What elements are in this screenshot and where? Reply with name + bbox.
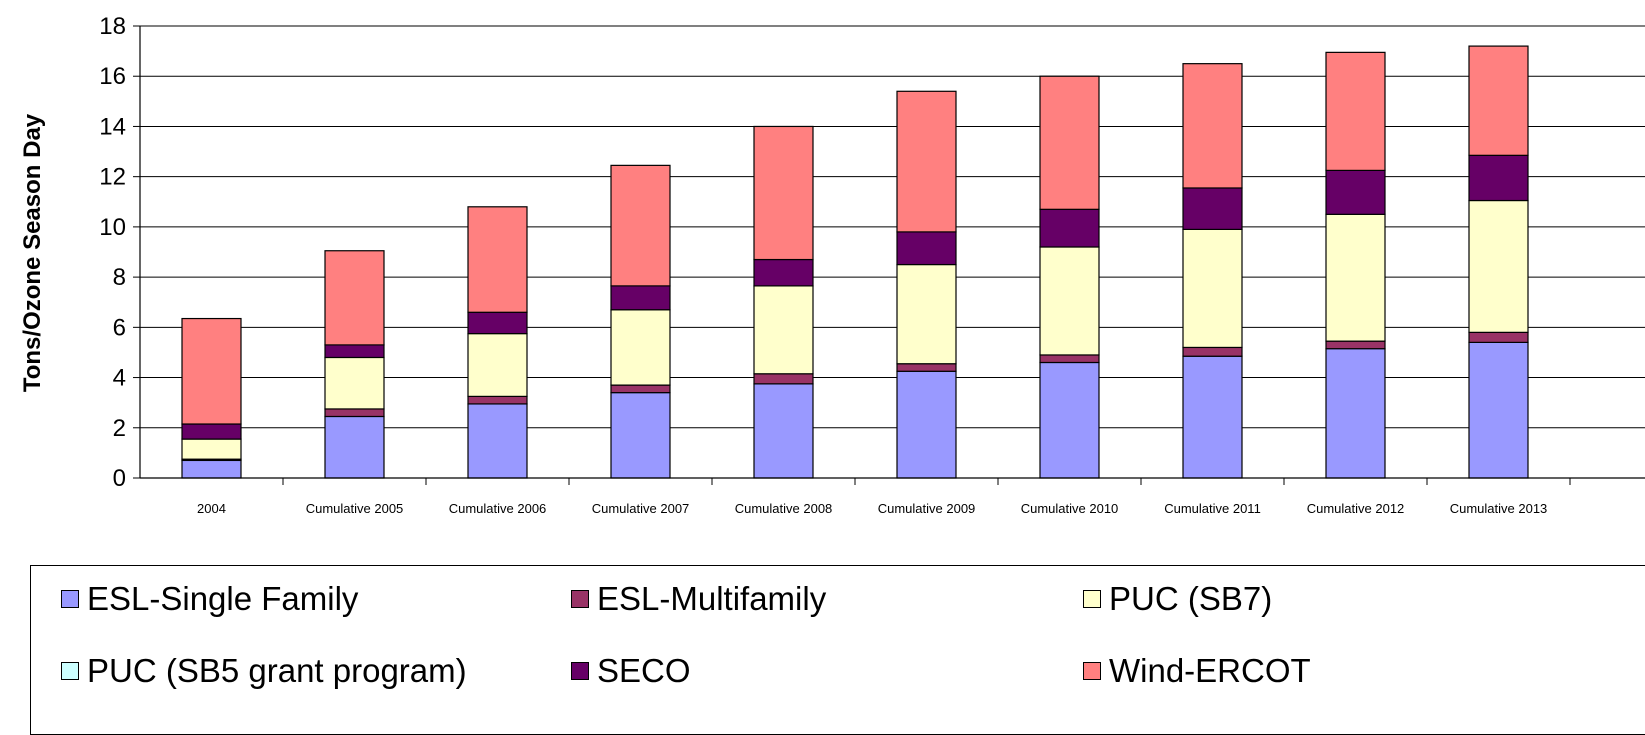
y-tick-label: 2 — [113, 415, 126, 442]
bar-segment — [1325, 169, 1386, 215]
bar-segment — [181, 423, 242, 440]
stacked-bar-chart: 0 2 4 6 8 10 12 14 16 18 2004 Cumulative 2005 Cumul… — [19, 13, 1645, 516]
bar-segment — [1325, 348, 1386, 479]
legend-label: Wind-ERCOT — [1109, 652, 1311, 689]
bar-segment — [1468, 199, 1529, 333]
x-tick-label: Cumulative 2010 — [1021, 501, 1119, 516]
bar-segment — [896, 370, 957, 479]
bar-segment — [1039, 208, 1100, 248]
bar-segment — [610, 309, 671, 386]
bar-segment — [467, 403, 528, 479]
y-tick-label: 8 — [113, 264, 126, 291]
bar-segment — [610, 164, 671, 287]
y-tick-labels: 0 2 4 6 8 10 12 14 16 18 — [99, 13, 126, 492]
legend-label: PUC (SB5 grant program) — [87, 652, 467, 689]
y-tick-label: 16 — [99, 63, 126, 90]
legend-swatch — [571, 590, 589, 608]
bar-segment — [181, 317, 242, 425]
legend-label: PUC (SB7) — [1109, 580, 1273, 617]
gridlines — [140, 25, 1645, 429]
bar-segment — [1182, 346, 1243, 357]
bar-segment — [896, 90, 957, 233]
bar-segment — [1468, 45, 1529, 156]
legend-label: ESL-Multifamily — [597, 580, 827, 617]
x-tick-label: Cumulative 2009 — [878, 501, 976, 516]
x-tick-label: Cumulative 2012 — [1307, 501, 1405, 516]
x-tick-label: Cumulative 2005 — [306, 501, 404, 516]
bar-segment — [753, 373, 814, 385]
bar-segment — [1325, 213, 1386, 342]
bar-segment — [1182, 187, 1243, 230]
bar-segment — [1468, 154, 1529, 202]
x-tick-label: Cumulative 2013 — [1450, 501, 1548, 516]
legend-swatch — [61, 590, 79, 608]
bars — [181, 45, 1529, 479]
bar-segment — [610, 392, 671, 479]
bar-segment — [181, 438, 242, 460]
bar-segment — [610, 285, 671, 311]
y-axis-label: Tons/Ozone Season Day — [19, 113, 46, 392]
bar-segment — [324, 250, 385, 346]
legend-swatch — [1083, 590, 1101, 608]
legend-label: ESL-Single Family — [87, 580, 359, 617]
bar-segment — [467, 311, 528, 335]
bar-segment — [753, 285, 814, 375]
legend-item: Wind-ERCOT — [1083, 652, 1311, 690]
bar-segment — [1468, 331, 1529, 344]
bar-segment — [1325, 51, 1386, 171]
bar-segment — [1039, 361, 1100, 479]
y-tick-label: 18 — [99, 13, 126, 40]
legend: ESL-Single Family ESL-Multifamily PUC (SB7… — [30, 565, 1645, 735]
bar-segment — [324, 415, 385, 479]
x-tick-label: Cumulative 2008 — [735, 501, 833, 516]
x-tick-label: Cumulative 2006 — [449, 501, 547, 516]
legend-item: ESL-Single Family — [61, 580, 358, 618]
bar-segment — [1039, 246, 1100, 356]
bar-segment — [753, 258, 814, 287]
legend-item: PUC (SB7) — [1083, 580, 1272, 618]
x-tick-label: 2004 — [197, 501, 226, 516]
bar-segment — [1325, 340, 1386, 350]
bar-segment — [324, 408, 385, 418]
y-tick-label: 6 — [113, 314, 126, 341]
bar-segment — [1039, 354, 1100, 364]
y-tick-label: 10 — [99, 214, 126, 241]
bar-segment — [181, 459, 242, 479]
y-tick-label: 0 — [113, 465, 126, 492]
legend-swatch — [61, 662, 79, 680]
bar-segment — [896, 263, 957, 365]
legend-item: SECO — [571, 652, 691, 690]
bar-segment — [896, 231, 957, 266]
bar-segment — [467, 333, 528, 397]
x-tick-labels: 2004 Cumulative 2005 Cumulative 2006 Cumula… — [197, 501, 1547, 516]
axes — [133, 25, 1645, 485]
x-tick-label: Cumulative 2007 — [592, 501, 690, 516]
legend-swatch — [1083, 662, 1101, 680]
legend-swatch — [571, 662, 589, 680]
bar-segment — [1182, 63, 1243, 189]
bar-segment — [1182, 355, 1243, 479]
legend-item: ESL-Multifamily — [571, 580, 826, 618]
bar-segment — [467, 395, 528, 405]
bar-segment — [1468, 341, 1529, 479]
y-tick-label: 14 — [99, 113, 126, 140]
bar-segment — [753, 383, 814, 479]
bar-segment — [896, 363, 957, 372]
bar-segment — [1039, 75, 1100, 210]
bar-segment — [467, 206, 528, 313]
bar-segment — [753, 125, 814, 261]
y-tick-label: 12 — [99, 164, 126, 191]
legend-item: PUC (SB5 grant program) — [61, 652, 467, 690]
y-tick-label: 4 — [113, 365, 126, 392]
bar-segment — [324, 356, 385, 410]
x-tick-label: Cumulative 2011 — [1164, 501, 1261, 516]
bar-segment — [610, 384, 671, 394]
bar-segment — [324, 344, 385, 359]
bar-segment — [1182, 228, 1243, 349]
legend-label: SECO — [597, 652, 691, 689]
